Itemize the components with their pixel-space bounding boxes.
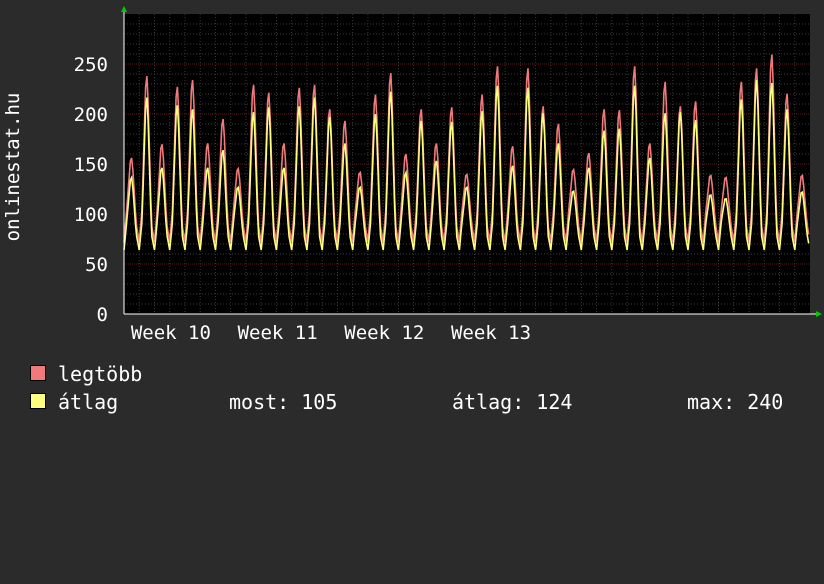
legend-label-avg: átlag (58, 390, 119, 414)
y-axis-arrow (121, 6, 127, 12)
y-tick-label: 0 (97, 304, 108, 326)
legend-label-max: legtöbb (58, 362, 143, 386)
y-tick-label: 250 (74, 54, 108, 76)
series-line-legtobb (123, 54, 810, 243)
series-line-atlag (123, 79, 810, 251)
y-tick-labels: 0 50 100 150 200 250 (74, 54, 108, 326)
legend: legtöbb átlag most: 105 átlag: 124 max: … (30, 360, 820, 416)
y-tick-label: 200 (74, 104, 108, 126)
stat-now: most: 105 (229, 390, 338, 414)
legend-row-max: legtöbb (30, 360, 820, 388)
legend-row-avg: átlag most: 105 átlag: 124 max: 240 (30, 388, 820, 416)
x-tick-label: Week 10 (131, 322, 211, 344)
x-axis-arrow (816, 311, 822, 317)
stat-average: átlag: 124 (452, 390, 573, 414)
x-tick-label: Week 11 (238, 322, 318, 344)
legend-swatch-avg (30, 393, 46, 409)
stat-max: max: 240 (687, 390, 784, 414)
y-tick-label: 50 (85, 254, 108, 276)
chart: 0 50 100 150 200 250 Week 10 Week 11 Week 12 Week… (2, 6, 822, 416)
y-tick-label: 100 (74, 204, 108, 226)
x-tick-label: Week 12 (344, 322, 424, 344)
x-tick-label: Week 13 (451, 322, 531, 344)
y-axis-label: onlinestat.hu (2, 93, 24, 242)
y-tick-label: 150 (74, 154, 108, 176)
legend-swatch-max (30, 365, 46, 381)
x-tick-labels: Week 10 Week 11 Week 12 Week 13 (131, 322, 531, 344)
